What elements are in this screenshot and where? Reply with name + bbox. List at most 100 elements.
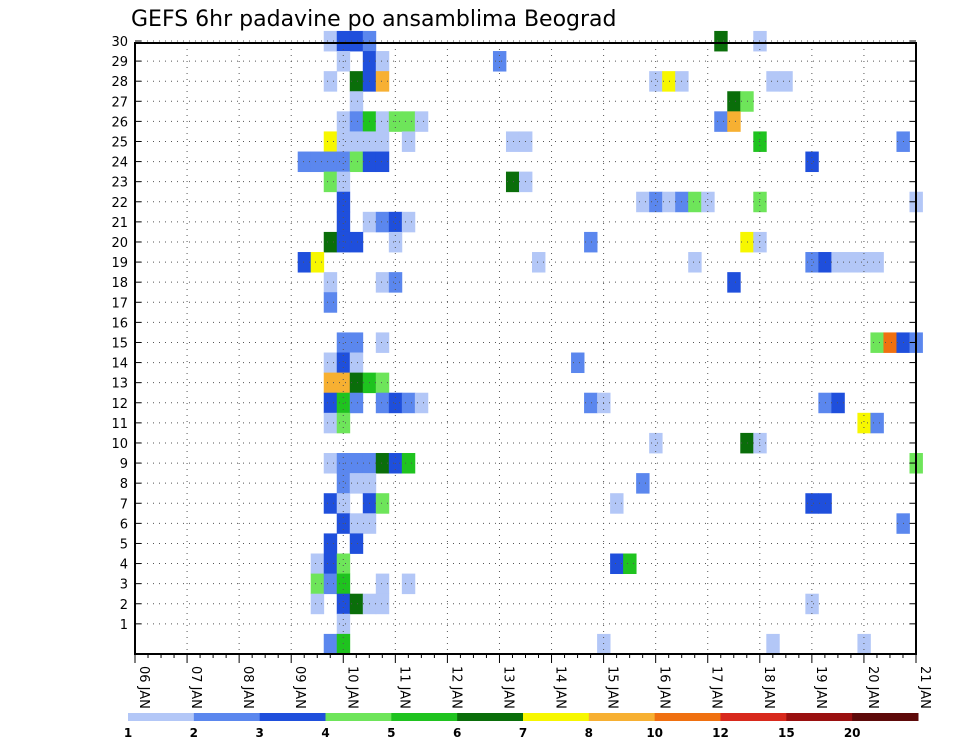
- heatmap-cell: [323, 131, 338, 152]
- heatmap-cell: [323, 573, 338, 595]
- y-tick-label: 4: [120, 558, 128, 573]
- heatmap-cell: [336, 191, 351, 213]
- heatmap-cell: [336, 593, 351, 615]
- heatmap-cells: [297, 30, 923, 655]
- heatmap-cell: [388, 272, 403, 293]
- heatmap-cell: [336, 633, 351, 655]
- x-tick-label: 21 JAN: [917, 666, 932, 709]
- heatmap-cell: [349, 372, 364, 394]
- heatmap-cell: [597, 633, 611, 655]
- colorbar-label: 7: [519, 726, 527, 740]
- heatmap-cell: [349, 30, 364, 52]
- y-tick-label: 30: [111, 35, 128, 50]
- x-tick-label: 17 JAN: [709, 666, 724, 709]
- y-tick-label: 7: [120, 497, 128, 512]
- heatmap-cell: [649, 71, 663, 92]
- heatmap-cell: [857, 412, 871, 434]
- x-tick-label: 06 JAN: [136, 666, 151, 709]
- y-axis: 1234567891011121314151617181920212223242…: [111, 35, 916, 633]
- heatmap-cell: [831, 392, 845, 414]
- colorbar-swatch: [852, 713, 919, 721]
- y-tick-label: 15: [111, 336, 128, 351]
- heatmap-cell: [636, 191, 650, 213]
- heatmap-cell: [336, 332, 351, 353]
- y-tick-label: 17: [111, 296, 128, 311]
- colorbar-label: 12: [712, 726, 729, 740]
- x-tick-label: 12 JAN: [448, 666, 463, 709]
- y-tick-label: 11: [111, 417, 128, 432]
- heatmap-cell: [584, 392, 598, 414]
- colorbar-label: 8: [585, 726, 593, 740]
- heatmap-cell: [323, 151, 338, 173]
- heatmap-cell: [740, 231, 754, 253]
- y-tick-label: 8: [120, 477, 128, 492]
- y-tick-label: 18: [111, 276, 128, 291]
- heatmap-cell: [870, 412, 884, 434]
- heatmap-cell: [336, 392, 351, 414]
- heatmap-cell: [310, 593, 325, 615]
- heatmap-cell: [401, 573, 416, 595]
- heatmap-cell: [349, 151, 364, 173]
- heatmap-cell: [336, 473, 351, 494]
- colorbar-label: 5: [387, 726, 395, 740]
- heatmap-cell: [714, 111, 728, 132]
- heatmap-cell: [805, 593, 819, 615]
- x-tick-label: 11 JAN: [396, 666, 411, 709]
- y-tick-label: 12: [111, 397, 128, 412]
- heatmap-cell: [766, 71, 780, 92]
- heatmap-cell: [805, 493, 819, 514]
- heatmap-cell: [336, 30, 351, 52]
- colorbar-swatch: [523, 713, 590, 721]
- heatmap-cell: [532, 252, 546, 273]
- heatmap-cell: [649, 432, 663, 454]
- heatmap-cell: [805, 151, 819, 173]
- chart-title: GEFS 6hr padavine po ansamblima Beograd: [131, 7, 617, 32]
- heatmap-cell: [349, 352, 364, 374]
- heatmap-cell: [375, 211, 390, 233]
- heatmap-cell: [323, 231, 338, 253]
- heatmap-cell: [388, 231, 403, 253]
- colorbar-swatch: [786, 713, 853, 721]
- x-tick-label: 14 JAN: [553, 666, 568, 709]
- y-tick-label: 1: [120, 618, 128, 633]
- heatmap-cell: [349, 111, 364, 132]
- x-tick-label: 08 JAN: [240, 666, 255, 709]
- heatmap-cell: [336, 553, 351, 575]
- heatmap-cell: [323, 372, 338, 394]
- heatmap-cell: [349, 513, 364, 534]
- heatmap-cell: [349, 593, 364, 615]
- x-tick-label: 20 JAN: [865, 666, 880, 709]
- heatmap-cell: [505, 131, 520, 152]
- colorbar-label: 20: [844, 726, 861, 740]
- heatmap-cell: [323, 392, 338, 414]
- heatmap-cell: [870, 332, 884, 353]
- heatmap-cell: [310, 553, 325, 575]
- heatmap-cell: [323, 171, 338, 193]
- heatmap-cell: [401, 111, 416, 132]
- heatmap-cell: [375, 131, 390, 152]
- heatmap-cell: [375, 51, 390, 72]
- colorbar-swatch: [654, 713, 721, 721]
- heatmap-cell: [831, 252, 845, 273]
- y-tick-label: 19: [111, 256, 128, 271]
- heatmap-cell: [857, 252, 871, 273]
- colorbar-label: 4: [321, 726, 329, 740]
- x-tick-label: 13 JAN: [500, 666, 515, 709]
- heatmap-cell: [727, 111, 741, 132]
- heatmap-cell: [688, 252, 702, 273]
- heatmap-cell: [805, 252, 819, 273]
- heatmap-cell: [662, 71, 676, 92]
- heatmap-cell: [401, 211, 416, 233]
- heatmap-cell: [323, 352, 338, 374]
- colorbar: 1 2 3 4 5 6 7 8 10 12 15 20: [124, 713, 919, 740]
- heatmap-cell: [349, 533, 364, 554]
- heatmap-cell: [336, 231, 351, 253]
- colorbar-label: 3: [255, 726, 263, 740]
- colorbar-swatch: [259, 713, 326, 721]
- heatmap-cell: [375, 493, 390, 514]
- heatmap-cell: [414, 392, 429, 414]
- heatmap-cell: [336, 613, 351, 635]
- heatmap-cell: [323, 292, 338, 313]
- colorbar-swatch: [720, 713, 787, 721]
